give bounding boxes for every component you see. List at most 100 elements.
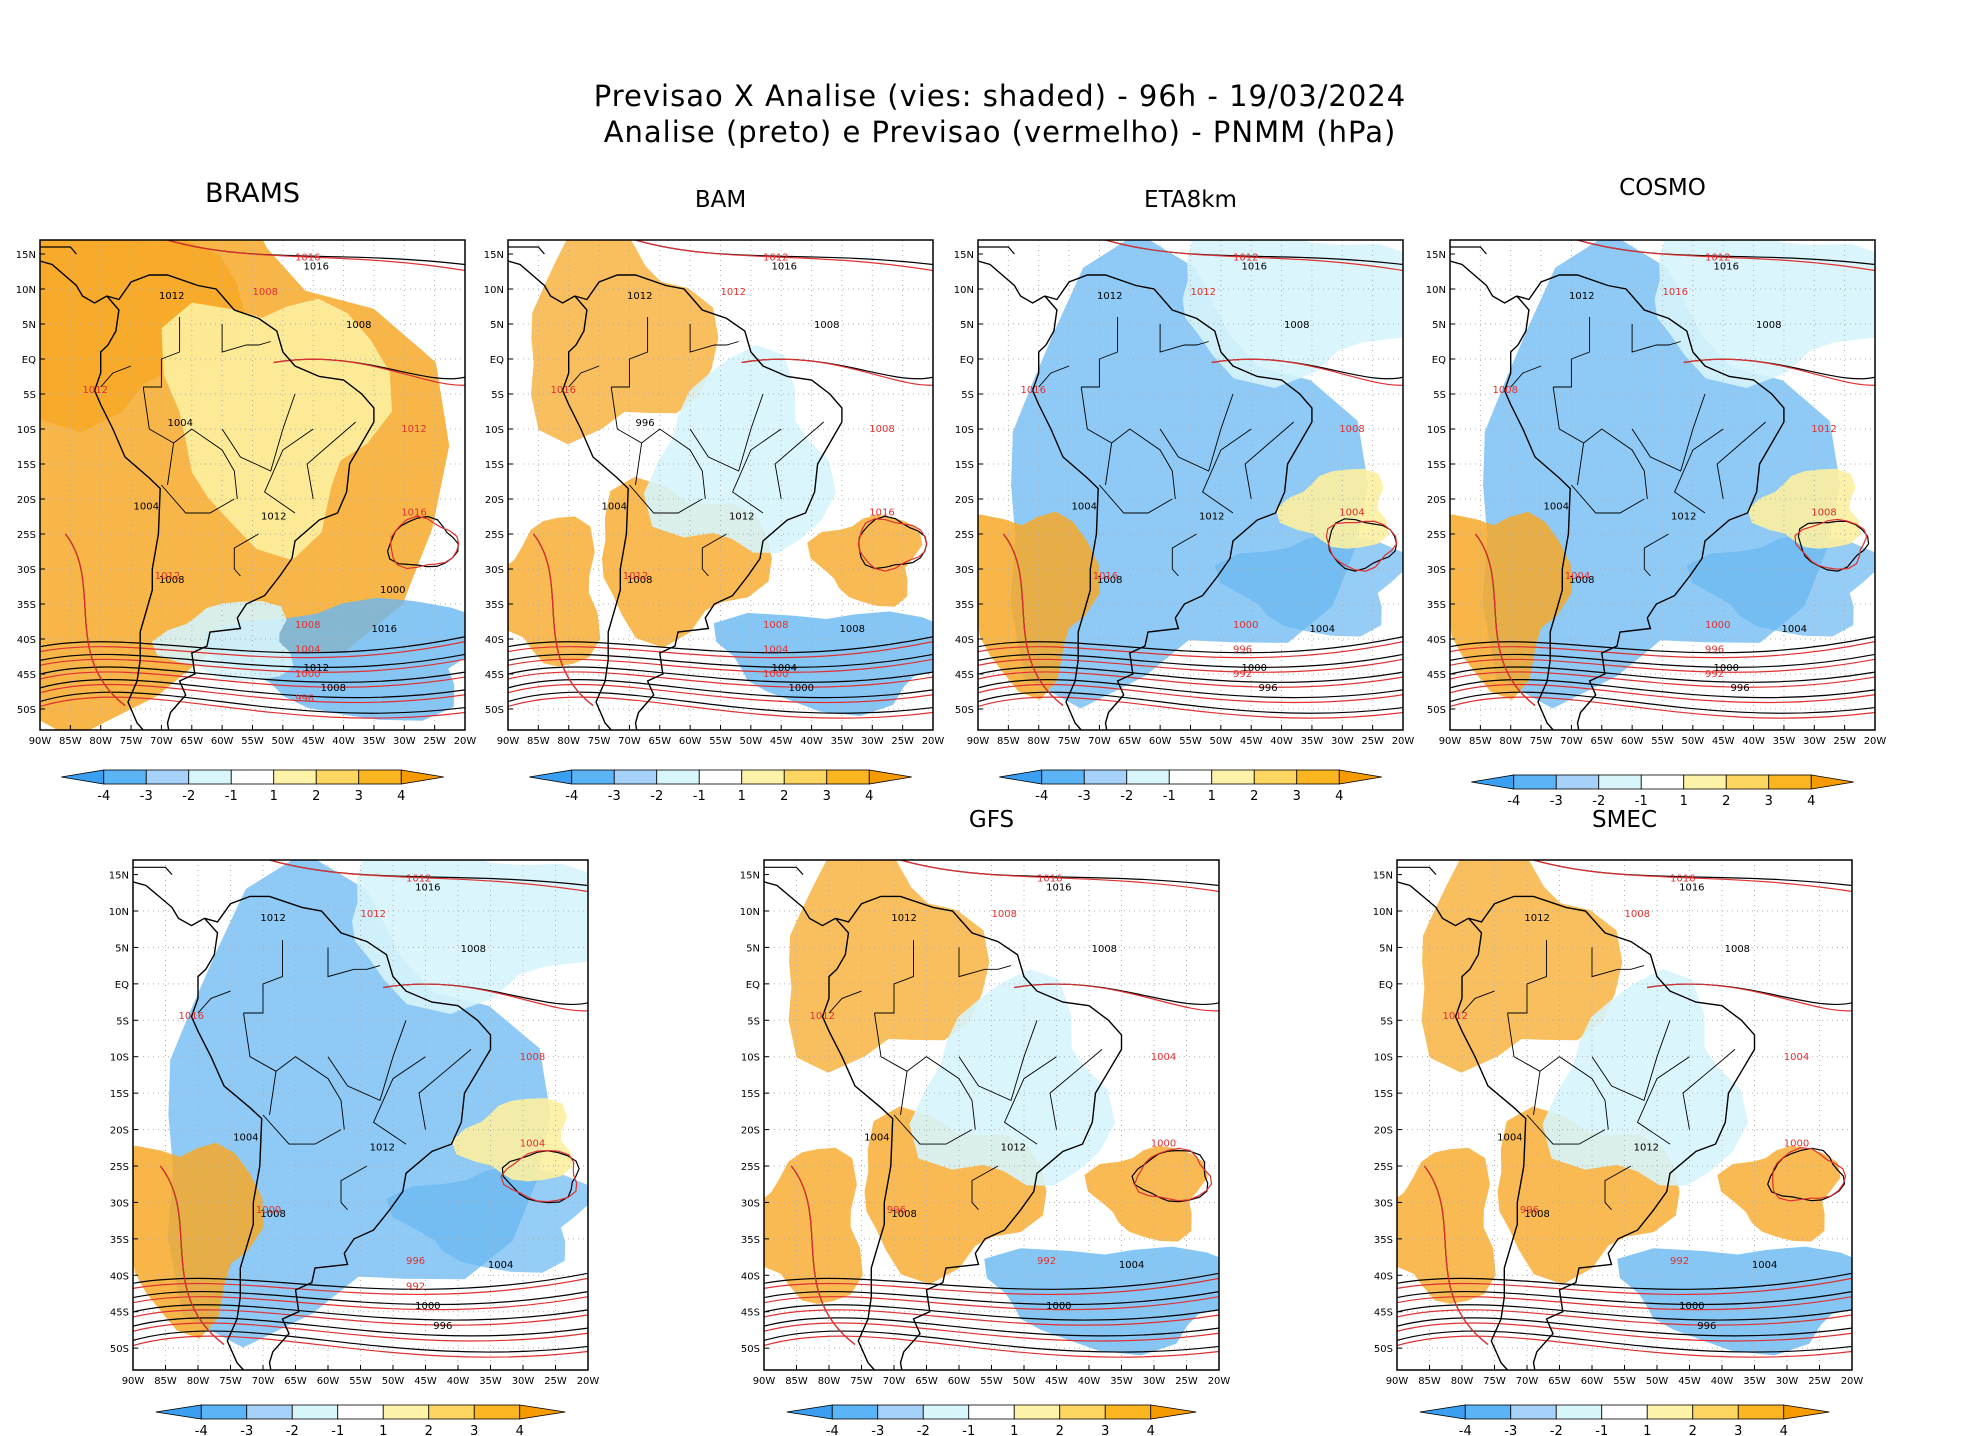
coastline-caribbean <box>1397 866 1437 875</box>
lat-tick-label: 40S <box>741 1271 760 1282</box>
lat-tick-label: 35S <box>1374 1235 1393 1246</box>
coastline-central-america <box>764 881 836 927</box>
isobar-label-forecast: 1008 <box>763 620 788 631</box>
isobar-label-analysis: 1000 <box>789 683 814 694</box>
colorbar-label: 3 <box>1293 789 1301 804</box>
lat-tick-label: 5S <box>23 390 36 401</box>
lon-tick-label: 30W <box>1803 736 1826 747</box>
colorbar-label: 2 <box>425 1424 433 1436</box>
coastline-caribbean <box>1450 246 1487 255</box>
isobar-label-analysis: 1008 <box>260 1209 285 1220</box>
colorbar-label: -4 <box>565 789 578 804</box>
lat-tick-label: 20S <box>110 1126 129 1137</box>
lon-tick-label: 40W <box>1270 736 1293 747</box>
lon-tick-label: 40W <box>800 736 823 747</box>
isobar-label-forecast: 1016 <box>1093 571 1118 582</box>
isobar-label-forecast: 1016 <box>551 385 576 396</box>
lon-tick-label: 70W <box>1560 736 1583 747</box>
colorbar-label: 2 <box>1250 789 1258 804</box>
isobar-label-analysis: 1012 <box>1524 913 1549 924</box>
lon-tick-label: 35W <box>1743 1376 1766 1387</box>
isobar-label-analysis: 1012 <box>1199 511 1224 522</box>
lon-tick-label: 70W <box>150 736 173 747</box>
panel-title: BRAMS <box>204 178 301 209</box>
axis-labels: 15N 10N 5N EQ 5S 10S 15S 20S 25S 30S 35S 40S 45S 50S 9… <box>109 871 600 1387</box>
isobar-label-forecast: 1012 <box>1233 253 1258 264</box>
lon-tick-label: 85W <box>997 736 1020 747</box>
isobar-label-analysis: 1008 <box>321 683 346 694</box>
lon-tick-label: 35W <box>1301 736 1324 747</box>
lat-tick-label: 15S <box>110 1089 129 1100</box>
lat-tick-label: 40S <box>17 635 36 646</box>
isobar-label-analysis: 1008 <box>1725 944 1750 955</box>
isobar-label-forecast: 1012 <box>401 424 426 435</box>
country-borders <box>1038 317 1294 577</box>
isobar-label-forecast: 1012 <box>406 873 431 884</box>
isobar-label-analysis: 996 <box>1697 1321 1716 1332</box>
lat-tick-label: 5S <box>961 390 974 401</box>
bias-shading <box>1450 240 1875 709</box>
colorbar-label: 1 <box>1010 1424 1018 1436</box>
isobar-label-forecast: 1008 <box>869 424 894 435</box>
isobar-label-forecast: 1012 <box>83 385 108 396</box>
isobar-label-forecast: 1004 <box>520 1139 545 1150</box>
colorbar-label: -4 <box>97 789 110 804</box>
lon-tick-label: 50W <box>1013 1376 1036 1387</box>
lon-tick-label: 80W <box>187 1376 210 1387</box>
colorbar-label: -1 <box>693 789 706 804</box>
colorbar-label: 3 <box>470 1424 478 1436</box>
lat-tick-label: 20S <box>1427 495 1446 506</box>
colorbar-label: 4 <box>865 789 873 804</box>
isobar-label-forecast: 1000 <box>256 1205 281 1216</box>
isobar-label-forecast: 1012 <box>1191 287 1216 298</box>
lon-tick-label: 90W <box>1386 1376 1409 1387</box>
colorbar-label: 3 <box>1101 1424 1109 1436</box>
lat-tick-label: 40S <box>485 635 504 646</box>
lon-tick-label: 25W <box>544 1376 567 1387</box>
lat-tick-label: EQ <box>490 355 504 366</box>
isobar-label-analysis: 1012 <box>304 663 329 674</box>
isobar-label-analysis: 1004 <box>864 1133 889 1144</box>
lon-tick-label: 60W <box>679 736 702 747</box>
isobar-label-forecast: 1000 <box>1705 620 1730 631</box>
lon-tick-label: 55W <box>1613 1376 1636 1387</box>
colorbar-arrow-right <box>1783 1404 1830 1420</box>
colorbar-label: -3 <box>140 789 153 804</box>
panel-title: SMEC <box>1591 807 1658 833</box>
lon-tick-label: 50W <box>1646 1376 1669 1387</box>
lon-tick-label: 55W <box>1179 736 1202 747</box>
isobar-label-analysis: 996 <box>636 418 655 429</box>
lon-tick-label: 85W <box>1469 736 1492 747</box>
lat-tick-label: 30S <box>110 1198 129 1209</box>
lat-tick-label: 45S <box>110 1308 129 1319</box>
lon-tick-label: 80W <box>557 736 580 747</box>
lon-tick-label: 60W <box>1621 736 1644 747</box>
isobar-label-analysis: 1000 <box>1679 1301 1704 1312</box>
lat-tick-label: 15N <box>740 871 760 882</box>
colorbar-arrow-right <box>519 1404 566 1420</box>
lon-tick-label: 35W <box>831 736 854 747</box>
lat-tick-label: 40S <box>110 1271 129 1282</box>
lat-tick-label: 20S <box>17 495 36 506</box>
lon-tick-label: 80W <box>1499 736 1522 747</box>
isobar-label-analysis: 1012 <box>1671 511 1696 522</box>
lat-tick-label: 10N <box>1373 907 1393 918</box>
lon-tick-label: 25W <box>1175 1376 1198 1387</box>
panel-title: ETA8km <box>1144 187 1237 213</box>
coastline-central-america <box>978 260 1046 304</box>
lat-tick-label: 15S <box>17 460 36 471</box>
axis-labels: 15N 10N 5N EQ 5S 10S 15S 20S 25S 30S 35S 40S 45S 50S 9… <box>484 250 945 747</box>
isobar-label-analysis: 1008 <box>891 1209 916 1220</box>
colorbar-label: 2 <box>1722 794 1730 809</box>
isobar-label-analysis: 1012 <box>1097 291 1122 302</box>
bias-shading <box>40 240 465 730</box>
isobar-label-forecast: 1004 <box>295 645 320 656</box>
isobar-label-analysis: 1016 <box>1242 261 1267 272</box>
lon-tick-label: 80W <box>1451 1376 1474 1387</box>
coastline-caribbean <box>133 866 173 875</box>
isobar-label-forecast: 1008 <box>295 620 320 631</box>
isobar-label-analysis: 1004 <box>1072 502 1097 513</box>
coastline-central-america <box>1397 881 1469 927</box>
lon-tick-label: 20W <box>1208 1376 1231 1387</box>
lat-tick-label: 20S <box>741 1126 760 1137</box>
